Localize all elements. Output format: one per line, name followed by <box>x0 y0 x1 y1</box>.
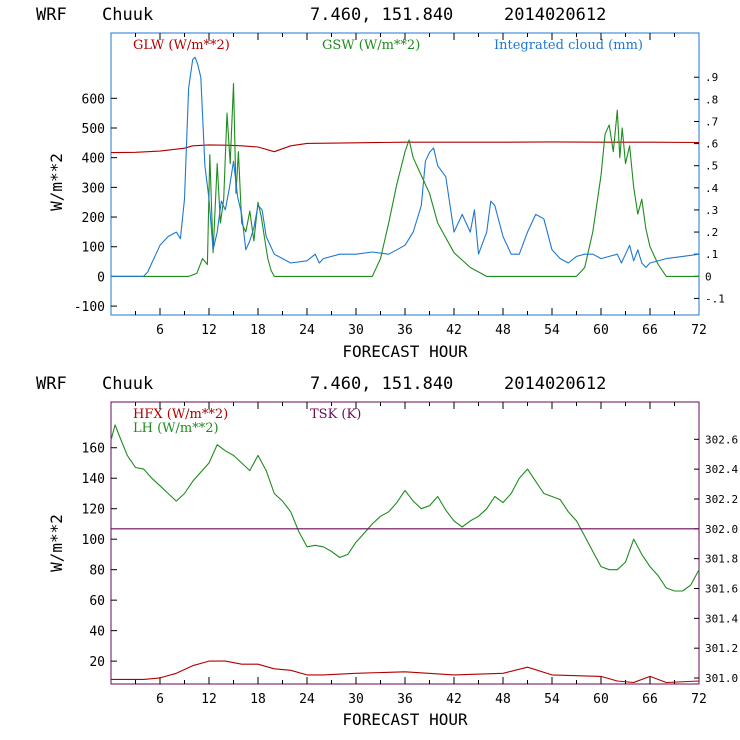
bottom-y2-tick-label: 301.6 <box>705 583 738 596</box>
bottom-datetime-label: 2014020612 <box>504 374 606 394</box>
bottom-y-tick-label: 100 <box>82 533 105 548</box>
bottom-legend-tsk: TSK (K) <box>310 407 361 422</box>
top-y2-tick-label: .4 <box>705 182 719 195</box>
bottom-y2-tick-label: 302.0 <box>705 523 738 536</box>
bottom-coords-label: 7.460, 151.840 <box>310 374 453 394</box>
top-chart-panel: WRF Chuuk 7.460, 151.840 2014020612 GLW … <box>36 5 725 361</box>
bottom-y-tick-label: 120 <box>82 503 105 518</box>
top-datetime-label: 2014020612 <box>504 5 606 25</box>
top-y-tick-label: 0 <box>97 270 105 285</box>
top-y2-tick-label: .1 <box>705 248 718 261</box>
top-y2-tick-label: -.1 <box>705 292 725 305</box>
top-x-tick-label: 12 <box>201 323 217 338</box>
bottom-series-hfx-line <box>111 660 700 684</box>
bottom-y2-tick-label: 302.4 <box>705 463 738 476</box>
bottom-x-tick-label: 24 <box>299 692 315 707</box>
top-y2-tick-label: .9 <box>705 71 718 84</box>
top-y-tick-label: -100 <box>74 300 105 315</box>
top-x-tick-label: 36 <box>397 323 413 338</box>
top-x-tick-label: 48 <box>495 323 511 338</box>
top-y2-tick-label: .7 <box>705 115 718 128</box>
top-legend-gsw: GSW (W/m**2) <box>322 38 420 53</box>
top-x-tick-label: 24 <box>299 323 315 338</box>
top-y-tick-label: 600 <box>82 92 105 107</box>
bottom-y2-tick-label: 302.2 <box>705 493 738 506</box>
top-y2-tick-label: .6 <box>705 138 718 151</box>
top-x-tick-label: 72 <box>691 323 707 338</box>
bottom-legend-hfx: HFX (W/m**2) <box>133 407 228 422</box>
top-x-tick-label: 60 <box>593 323 609 338</box>
bottom-y2-tick-label: 302.6 <box>705 433 738 446</box>
top-y-tick-label: 400 <box>82 152 105 167</box>
bottom-y-tick-label: 40 <box>89 625 105 640</box>
bottom-y-tick-label: 160 <box>82 442 105 457</box>
top-y-tick-label: 500 <box>82 122 105 137</box>
bottom-x-axis-label: FORECAST HOUR <box>342 710 468 729</box>
bottom-chart-panel: WRF Chuuk 7.460, 151.840 2014020612 HFX … <box>36 374 738 729</box>
top-x-tick-label: 54 <box>544 323 560 338</box>
bottom-y-tick-label: 20 <box>89 655 105 670</box>
top-series-gsw-line <box>111 82 699 277</box>
bottom-x-tick-label: 42 <box>446 692 462 707</box>
top-y-axis-label: W/m**2 <box>47 153 66 211</box>
top-legend-glw: GLW (W/m**2) <box>133 38 230 53</box>
top-x-tick-label: 66 <box>642 323 658 338</box>
bottom-y-tick-label: 80 <box>89 564 105 579</box>
top-y2-tick-label: .3 <box>705 204 718 217</box>
bottom-y2-tick-label: 301.8 <box>705 553 738 566</box>
bottom-x-tick-label: 30 <box>348 692 364 707</box>
top-x-tick-label: 30 <box>348 323 364 338</box>
bottom-y2-tick-label: 301.0 <box>705 672 738 685</box>
top-coords-label: 7.460, 151.840 <box>310 5 453 25</box>
bottom-y-tick-label: 60 <box>89 594 105 609</box>
bottom-x-tick-label: 72 <box>691 692 707 707</box>
bottom-y2-tick-label: 301.4 <box>705 612 738 625</box>
bottom-x-tick-label: 12 <box>201 692 217 707</box>
bottom-y-axis-label: W/m**2 <box>47 514 66 572</box>
top-model-label: WRF <box>36 5 67 25</box>
top-x-tick-label: 42 <box>446 323 462 338</box>
bottom-x-tick-label: 48 <box>495 692 511 707</box>
bottom-y2-tick-label: 301.2 <box>705 642 738 655</box>
top-y2-tick-label: 0 <box>705 270 712 283</box>
bottom-x-tick-label: 54 <box>544 692 560 707</box>
bottom-station-label: Chuuk <box>102 374 153 394</box>
bottom-x-tick-label: 36 <box>397 692 413 707</box>
top-y2-tick-label: .8 <box>705 93 718 106</box>
bottom-x-tick-label: 60 <box>593 692 609 707</box>
bottom-x-tick-label: 18 <box>250 692 266 707</box>
top-y-tick-label: 300 <box>82 181 105 196</box>
top-y2-tick-label: .5 <box>705 160 718 173</box>
top-y-tick-label: 200 <box>82 211 105 226</box>
top-legend-cloud: Integrated cloud (mm) <box>494 38 643 53</box>
top-y2-tick-label: .2 <box>705 226 718 239</box>
top-x-tick-label: 18 <box>250 323 266 338</box>
bottom-model-label: WRF <box>36 374 67 394</box>
bottom-x-tick-label: 66 <box>642 692 658 707</box>
top-station-label: Chuuk <box>102 5 153 25</box>
top-x-tick-label: 6 <box>156 323 164 338</box>
bottom-legend-lh: LH (W/m**2) <box>133 421 219 436</box>
top-x-axis-label: FORECAST HOUR <box>342 342 468 361</box>
bottom-y-tick-label: 140 <box>82 472 105 487</box>
top-y-tick-label: 100 <box>82 241 105 256</box>
bottom-series-lh-line <box>110 424 700 592</box>
top-series-integrated-line <box>111 56 700 277</box>
bottom-x-tick-label: 6 <box>156 692 164 707</box>
